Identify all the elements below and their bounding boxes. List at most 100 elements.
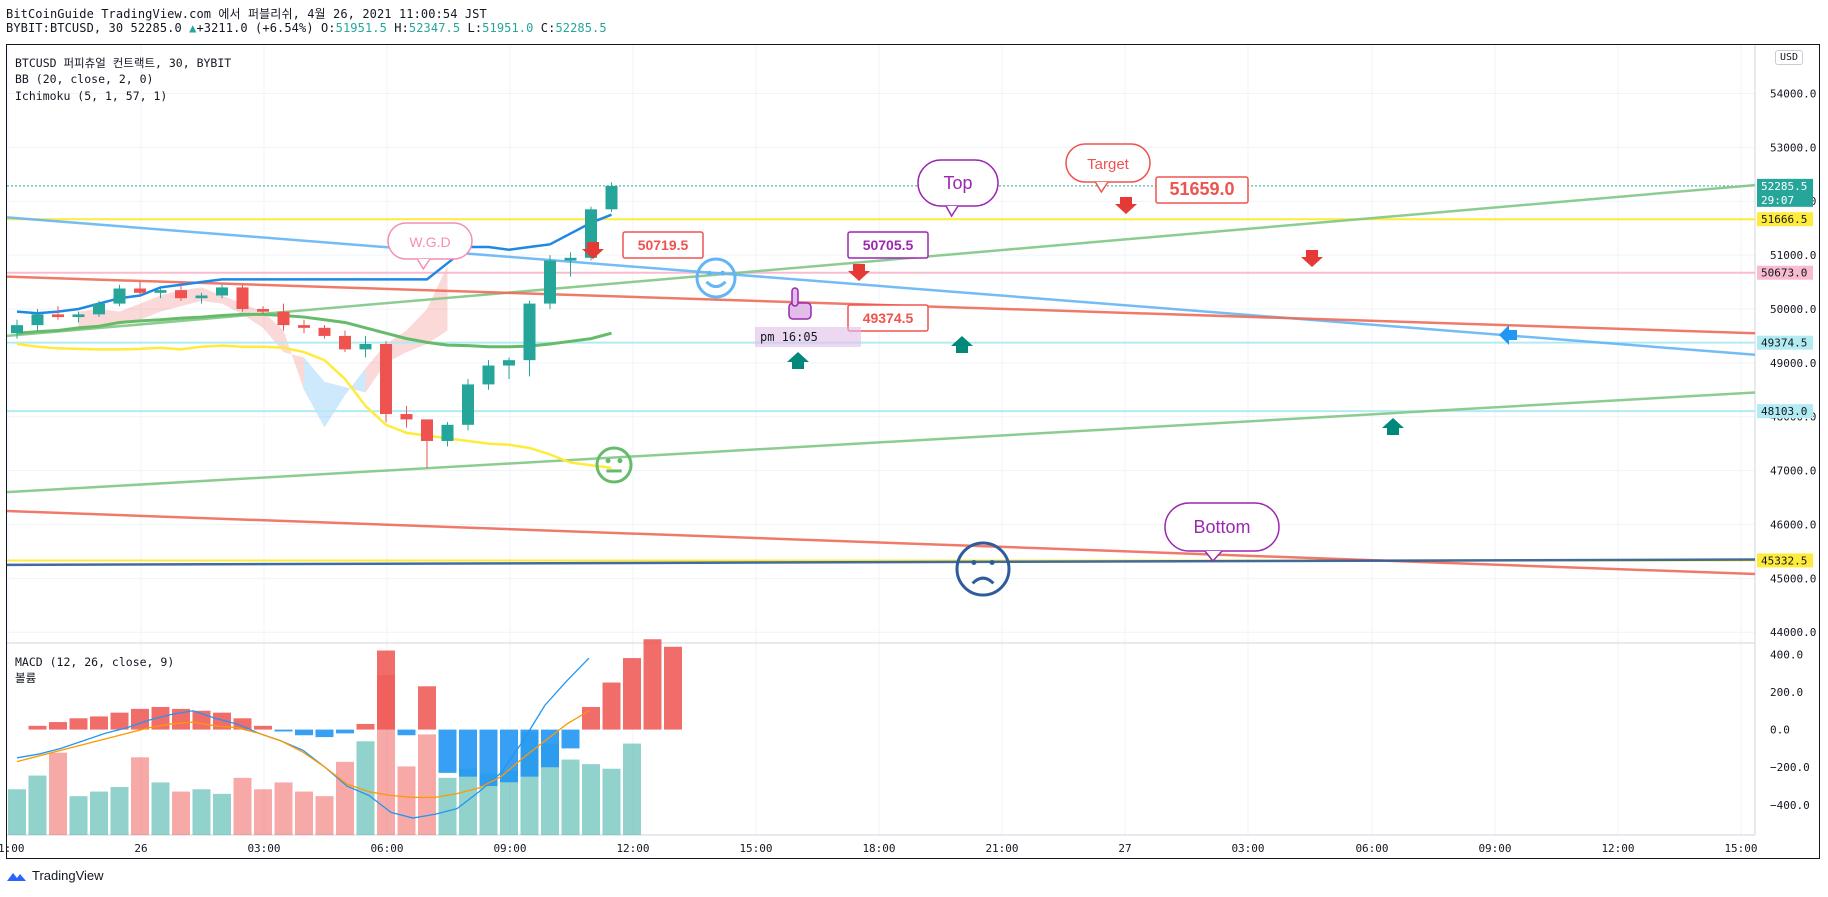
macd-histogram-bar [90,716,108,730]
cloud-segment [222,295,243,315]
bubble-text: Top [943,173,972,193]
signal-line [16,710,590,799]
bb-legend[interactable]: BB (20, close, 2, 0) [15,72,154,86]
down-arrow-icon [848,264,870,281]
macd-histogram-bar [377,650,395,730]
bubble-text: W.G.D [409,234,450,250]
time-tick: 18:00 [862,842,895,855]
chart-frame [6,44,1820,859]
price-label: 52285.529:07 [1757,178,1813,207]
volume-bar [418,734,436,835]
macd-histogram-bar [500,729,518,783]
volume-bar [438,777,457,835]
candle-body [523,303,536,361]
tradingview-icon [7,872,26,881]
candle [462,379,474,431]
candle-body [154,290,167,293]
face-outline [595,446,633,484]
candle-body [236,287,249,309]
price-label-text: 50673.0 [1761,267,1807,280]
note-text: 49374.5 [863,310,914,326]
price-tick: 50000.0 [1770,303,1816,316]
candle [257,306,269,315]
candle [72,311,85,323]
ohlc-line: BYBIT:BTCUSD, 30 52285.0 ▲+3211.0 (+6.54… [6,21,607,35]
up-arrow-icon [1382,418,1404,435]
macd-histogram-bar [623,658,641,730]
up-arrow-icon: ▲ [189,21,197,35]
candle-body [400,414,413,420]
candle [134,282,146,296]
price-label-bg [1757,212,1813,227]
macd-tick: −400.0 [1770,799,1810,812]
candle [154,287,167,299]
price-tick: 54000.0 [1770,87,1816,100]
price-label-text: 49374.5 [1761,337,1807,350]
tradingview-logo[interactable]: TradingView [6,868,104,883]
macd-histogram-bar [643,639,662,730]
dizzy-face-icon [955,541,1011,597]
pointing-hand-icon [788,287,812,320]
note-box [847,231,929,259]
candle [421,419,433,468]
symbol-legend: BTCUSD 퍼피츄얼 컨트랙트, 30, BYBIT [15,56,232,70]
candle-body [380,344,392,415]
macd-legend[interactable]: MACD (12, 26, close, 9) [15,655,175,669]
face-outline [695,257,737,299]
candle [339,330,351,353]
macd-histogram-bar [110,712,129,730]
ichimoku-legend[interactable]: Ichimoku (5, 1, 57, 1) [15,89,168,103]
candle-body [441,424,454,441]
close-value: 52285.5 [555,21,607,35]
price-label: 51666.5 [1757,212,1813,227]
candle [11,319,23,339]
macd-tick: 0.0 [1770,724,1790,737]
macd-histogram-bar [602,682,621,730]
time-tick: 27 [1118,842,1131,855]
up-arrow-icon [951,336,973,353]
volume-legend[interactable]: 볼륨 [15,671,37,685]
hand-finger [791,287,799,307]
price-label-bg [1757,553,1813,568]
time-tick: 06:00 [370,842,403,855]
candle-body [72,314,85,318]
smile-face-icon [695,257,737,299]
price-label-sub: 29:07 [1761,194,1794,207]
candle-body [175,290,187,299]
price-tick: 47000.0 [1770,465,1816,478]
time-note-text: pm 16:05 [760,330,818,344]
down-arrow-icon [1115,197,1137,214]
note-text: 50705.5 [863,237,914,253]
wgd-callout: W.G.D [387,222,473,271]
candle [359,335,372,358]
volume-bar [274,782,293,835]
volume-bar [315,796,334,835]
macd-histogram-bar [438,729,457,773]
price-label-text: 48103.0 [1761,405,1807,418]
volume-bar [602,768,621,835]
currency-button[interactable]: USD [1775,50,1804,65]
candle-body [134,288,146,293]
candle [400,405,413,428]
macd-histogram-bar [131,708,149,730]
bubble-tail [1094,181,1109,194]
face-outline [955,541,1011,597]
candle-body [482,365,495,385]
left-arrow-icon [1499,325,1517,345]
publish-line: BitCoinGuide TradingView.com 에서 퍼블리쉬, 4월… [6,7,487,21]
trend-line [6,509,1756,576]
candle [175,284,187,301]
face-eye [989,560,995,565]
candle-body [318,327,331,336]
price-label-text: 52285.5 [1761,180,1807,193]
neutral-face-icon [595,446,633,484]
cloud-segment [304,357,325,428]
down-arrow-icon [1301,250,1323,267]
candle [216,284,228,299]
macd-histogram-bar [459,729,477,777]
candle [113,284,126,307]
time-tick: 21:00 [985,842,1018,855]
time-tick: 12:00 [1601,842,1634,855]
bubble-text: Bottom [1193,517,1250,537]
